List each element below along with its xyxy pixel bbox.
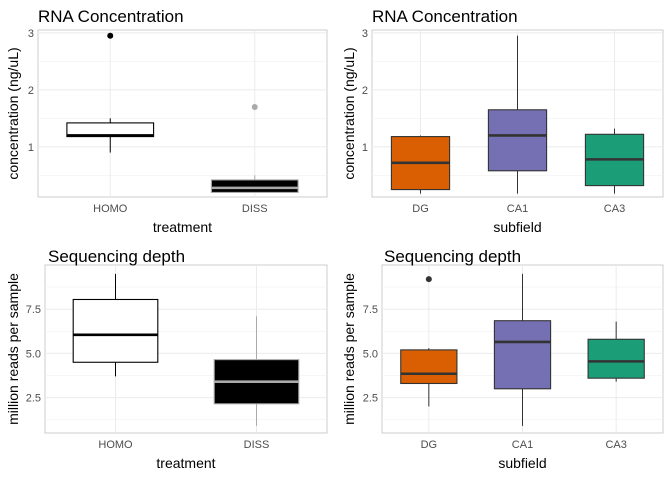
y-tick-label: 7.5 xyxy=(26,304,41,316)
y-tick-label: 5.0 xyxy=(26,348,41,360)
box-body xyxy=(587,338,645,379)
box-ca1 xyxy=(487,35,548,194)
y-tick-label: 3 xyxy=(28,28,34,40)
box-homo xyxy=(66,32,155,153)
y-axis-title: concentration (ng/uL) xyxy=(341,47,357,179)
chart-title: RNA Concentration xyxy=(38,7,184,26)
y-tick-label: 2.5 xyxy=(26,393,41,405)
box-body xyxy=(493,320,552,390)
box-body xyxy=(487,109,548,172)
outlier-point xyxy=(425,276,432,283)
box-body xyxy=(400,349,458,385)
chart-panel-2: 1 2 3 DG CA1 CA3 RNA Concentration subfield conc… xyxy=(341,7,664,235)
x-axis-title: subfield xyxy=(498,455,546,471)
chart-title: Sequencing depth xyxy=(48,247,185,266)
chart-panel-1: 1 2 3 HOMO DISS RNA Concentration treatment con… xyxy=(5,7,328,235)
chart-panel-3: 2.5 5.0 7.5 HOMO DISS Sequencing depth treatme… xyxy=(5,247,328,471)
chart-title: RNA Concentration xyxy=(372,7,518,26)
chart-title: Sequencing depth xyxy=(384,247,521,266)
x-tick-label: CA3 xyxy=(605,439,626,451)
x-tick-label: CA1 xyxy=(512,439,533,451)
y-axis-title: million reads per sample xyxy=(5,273,21,425)
outlier-point xyxy=(107,32,114,39)
box-dg xyxy=(390,135,451,194)
box-ca3 xyxy=(584,128,645,194)
box-homo xyxy=(72,273,159,377)
outlier-point xyxy=(251,103,258,110)
y-tick-label: 2 xyxy=(28,85,34,97)
x-tick-label: HOMO xyxy=(98,439,133,451)
x-tick-label: DISS xyxy=(244,439,270,451)
x-tick-label: HOMO xyxy=(93,203,128,215)
box-diss xyxy=(213,316,300,426)
x-tick-label: CA3 xyxy=(604,203,625,215)
y-axis-title: million reads per sample xyxy=(341,273,357,425)
y-tick-label: 3 xyxy=(362,28,368,40)
y-tick-label: 1 xyxy=(28,142,34,154)
y-tick-label: 2.5 xyxy=(363,393,378,405)
x-tick-label: DISS xyxy=(242,203,268,215)
box-body xyxy=(210,179,299,193)
y-tick-label: 2 xyxy=(362,85,368,97)
x-axis-title: treatment xyxy=(153,219,212,235)
box-dg xyxy=(400,276,458,407)
box-diss xyxy=(210,103,299,193)
box-ca1 xyxy=(493,273,552,426)
x-tick-label: CA1 xyxy=(507,203,528,215)
x-axis-title: subfield xyxy=(493,219,541,235)
y-tick-label: 7.5 xyxy=(363,304,378,316)
y-axis-title: concentration (ng/uL) xyxy=(5,47,21,179)
box-body xyxy=(72,298,159,363)
y-tick-label: 5.0 xyxy=(363,348,378,360)
x-axis-title: treatment xyxy=(156,455,215,471)
y-tick-label: 1 xyxy=(362,142,368,154)
box-ca3 xyxy=(587,321,645,382)
x-tick-label: DG xyxy=(421,439,438,451)
x-tick-label: DG xyxy=(412,203,429,215)
panel-border xyxy=(37,29,328,198)
chart-panel-4: 2.5 5.0 7.5 DG CA1 CA3 Sequencing depth subfiel… xyxy=(341,247,664,471)
